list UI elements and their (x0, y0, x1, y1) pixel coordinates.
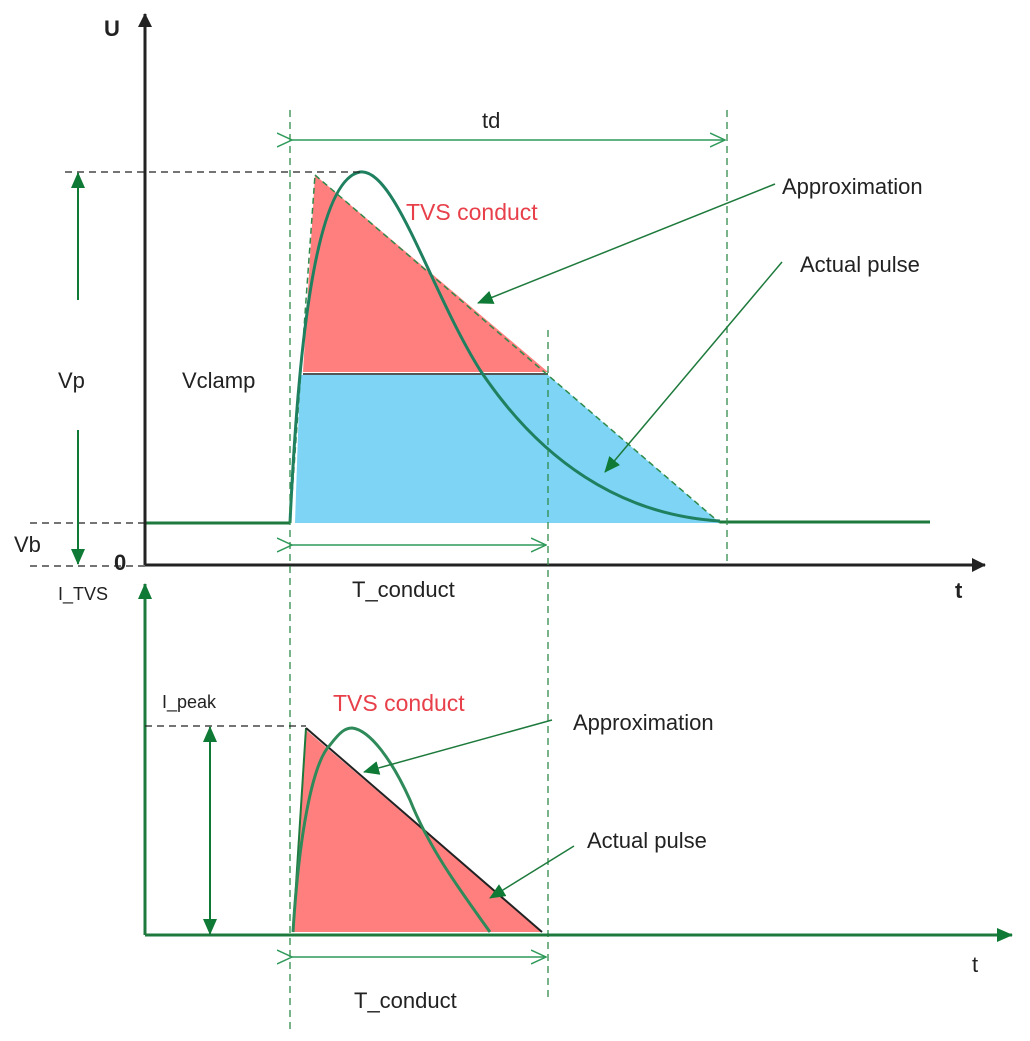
approximation-label-top: Approximation (782, 174, 923, 199)
clamp-region (295, 375, 720, 523)
current-plot: I_TVS t I_peak TVS conduct Approximation… (58, 583, 1013, 1013)
i-tvs-axis-label: I_TVS (58, 584, 108, 605)
t-conduct-label-top: T_conduct (352, 577, 455, 602)
tvs-conduct-label-top: TVS conduct (406, 199, 538, 225)
u-axis-label: U (104, 16, 120, 41)
ipeak-label: I_peak (162, 692, 217, 713)
vp-label: Vp (58, 368, 85, 393)
approximation-label-bottom: Approximation (573, 710, 714, 735)
td-label: td (482, 108, 500, 133)
tvs-conduct-region-current (294, 730, 542, 932)
actual-pulse-curve (288, 170, 721, 524)
vb-label: Vb (14, 532, 41, 557)
t-axis-label-bottom: t (972, 952, 978, 977)
origin-label: 0 (114, 550, 126, 575)
actual-pulse-curve-current (291, 726, 492, 933)
vclamp-label: Vclamp (182, 368, 255, 393)
voltage-plot: U t 0 td Vp Vb Vclamp TVS conduct Approx… (14, 13, 986, 1030)
t-conduct-label-bottom: T_conduct (354, 988, 457, 1013)
actual-pulse-label-top: Actual pulse (800, 252, 920, 277)
actual-pulse-pointer-current (489, 845, 575, 899)
tvs-conduct-region (303, 175, 548, 372)
actual-pulse-pointer (604, 261, 783, 473)
actual-pulse-label-bottom: Actual pulse (587, 828, 707, 853)
t-axis-label-top: t (955, 578, 963, 603)
tvs-conduct-label-bottom: TVS conduct (333, 690, 465, 716)
approximation-pointer-current (363, 719, 553, 775)
approximation-line (314, 174, 721, 524)
approximation-pointer (477, 183, 776, 304)
